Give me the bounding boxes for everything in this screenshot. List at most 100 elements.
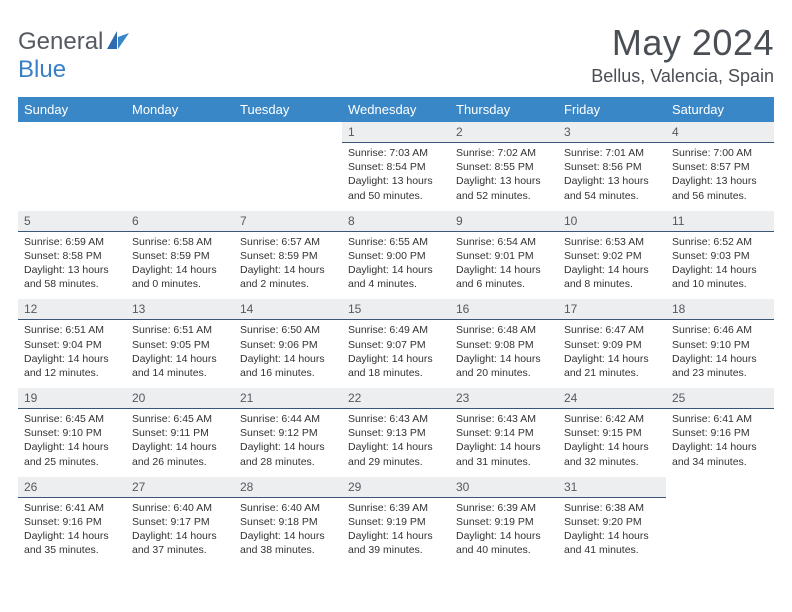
day-detail-cell: Sunrise: 7:01 AMSunset: 8:56 PMDaylight:… xyxy=(558,143,666,211)
logo: GeneralBlue xyxy=(18,22,129,84)
sunset-line: Sunset: 9:19 PM xyxy=(456,515,552,529)
day-detail-cell: Sunrise: 7:03 AMSunset: 8:54 PMDaylight:… xyxy=(342,143,450,211)
sunset-line: Sunset: 9:08 PM xyxy=(456,338,552,352)
sunset-line: Sunset: 9:18 PM xyxy=(240,515,336,529)
sunrise-line: Sunrise: 7:01 AM xyxy=(564,146,660,160)
daylight-line: Daylight: 14 hours and 2 minutes. xyxy=(240,263,336,291)
day-detail-cell: Sunrise: 7:02 AMSunset: 8:55 PMDaylight:… xyxy=(450,143,558,211)
daylight-line: Daylight: 14 hours and 37 minutes. xyxy=(132,529,228,557)
detail-row: Sunrise: 7:03 AMSunset: 8:54 PMDaylight:… xyxy=(18,143,774,211)
day-number-cell: 17 xyxy=(558,299,666,320)
sunset-line: Sunset: 8:56 PM xyxy=(564,160,660,174)
day-number-cell: 11 xyxy=(666,211,774,232)
day-number-cell: 15 xyxy=(342,299,450,320)
sunrise-line: Sunrise: 6:50 AM xyxy=(240,323,336,337)
day-detail-cell: Sunrise: 6:39 AMSunset: 9:19 PMDaylight:… xyxy=(342,497,450,565)
day-number-cell xyxy=(126,122,234,143)
sunset-line: Sunset: 8:57 PM xyxy=(672,160,768,174)
day-number-cell: 14 xyxy=(234,299,342,320)
day-number-cell: 19 xyxy=(18,388,126,409)
daylight-line: Daylight: 14 hours and 25 minutes. xyxy=(24,440,120,468)
daylight-line: Daylight: 14 hours and 32 minutes. xyxy=(564,440,660,468)
day-number-cell: 9 xyxy=(450,211,558,232)
day-detail-cell: Sunrise: 6:40 AMSunset: 9:18 PMDaylight:… xyxy=(234,497,342,565)
location-text: Bellus, Valencia, Spain xyxy=(591,66,774,87)
daylight-line: Daylight: 14 hours and 39 minutes. xyxy=(348,529,444,557)
sunrise-line: Sunrise: 6:47 AM xyxy=(564,323,660,337)
day-detail-cell: Sunrise: 6:47 AMSunset: 9:09 PMDaylight:… xyxy=(558,320,666,388)
day-number-cell: 7 xyxy=(234,211,342,232)
day-detail-cell xyxy=(234,143,342,211)
header: GeneralBlue May 2024 Bellus, Valencia, S… xyxy=(18,22,774,87)
day-number-cell: 25 xyxy=(666,388,774,409)
daylight-line: Daylight: 14 hours and 23 minutes. xyxy=(672,352,768,380)
daylight-line: Daylight: 14 hours and 4 minutes. xyxy=(348,263,444,291)
sunrise-line: Sunrise: 7:00 AM xyxy=(672,146,768,160)
day-detail-cell: Sunrise: 6:59 AMSunset: 8:58 PMDaylight:… xyxy=(18,231,126,299)
day-number-cell: 6 xyxy=(126,211,234,232)
sunrise-line: Sunrise: 6:55 AM xyxy=(348,235,444,249)
day-detail-cell: Sunrise: 6:58 AMSunset: 8:59 PMDaylight:… xyxy=(126,231,234,299)
day-number-cell: 27 xyxy=(126,477,234,498)
logo-word-general: General xyxy=(18,28,103,55)
weekday-header: Wednesday xyxy=(342,97,450,122)
day-detail-cell: Sunrise: 6:51 AMSunset: 9:05 PMDaylight:… xyxy=(126,320,234,388)
daynum-row: 1234 xyxy=(18,122,774,143)
sunrise-line: Sunrise: 6:41 AM xyxy=(24,501,120,515)
day-number-cell: 24 xyxy=(558,388,666,409)
weekday-header: Thursday xyxy=(450,97,558,122)
sunset-line: Sunset: 9:04 PM xyxy=(24,338,120,352)
day-number-cell: 5 xyxy=(18,211,126,232)
sunrise-line: Sunrise: 6:51 AM xyxy=(132,323,228,337)
sunrise-line: Sunrise: 6:38 AM xyxy=(564,501,660,515)
day-detail-cell: Sunrise: 6:44 AMSunset: 9:12 PMDaylight:… xyxy=(234,409,342,477)
daylight-line: Daylight: 14 hours and 38 minutes. xyxy=(240,529,336,557)
sunset-line: Sunset: 9:06 PM xyxy=(240,338,336,352)
weekday-header: Sunday xyxy=(18,97,126,122)
day-number-cell: 10 xyxy=(558,211,666,232)
sunset-line: Sunset: 8:58 PM xyxy=(24,249,120,263)
day-detail-cell: Sunrise: 7:00 AMSunset: 8:57 PMDaylight:… xyxy=(666,143,774,211)
daynum-row: 567891011 xyxy=(18,211,774,232)
detail-row: Sunrise: 6:41 AMSunset: 9:16 PMDaylight:… xyxy=(18,497,774,565)
day-number-cell: 21 xyxy=(234,388,342,409)
sunrise-line: Sunrise: 6:44 AM xyxy=(240,412,336,426)
day-detail-cell: Sunrise: 6:54 AMSunset: 9:01 PMDaylight:… xyxy=(450,231,558,299)
day-number-cell: 1 xyxy=(342,122,450,143)
day-number-cell: 31 xyxy=(558,477,666,498)
sunrise-line: Sunrise: 6:40 AM xyxy=(132,501,228,515)
sunset-line: Sunset: 9:16 PM xyxy=(672,426,768,440)
weekday-header: Saturday xyxy=(666,97,774,122)
day-number-cell: 4 xyxy=(666,122,774,143)
day-number-cell: 28 xyxy=(234,477,342,498)
logo-sail-icon xyxy=(107,28,129,56)
sunrise-line: Sunrise: 6:43 AM xyxy=(348,412,444,426)
sunset-line: Sunset: 9:02 PM xyxy=(564,249,660,263)
daylight-line: Daylight: 14 hours and 18 minutes. xyxy=(348,352,444,380)
detail-row: Sunrise: 6:51 AMSunset: 9:04 PMDaylight:… xyxy=(18,320,774,388)
day-detail-cell: Sunrise: 6:51 AMSunset: 9:04 PMDaylight:… xyxy=(18,320,126,388)
logo-text: GeneralBlue xyxy=(18,28,129,84)
day-detail-cell xyxy=(126,143,234,211)
sunrise-line: Sunrise: 6:41 AM xyxy=(672,412,768,426)
daylight-line: Daylight: 13 hours and 52 minutes. xyxy=(456,174,552,202)
sunrise-line: Sunrise: 6:57 AM xyxy=(240,235,336,249)
sunrise-line: Sunrise: 6:48 AM xyxy=(456,323,552,337)
day-detail-cell: Sunrise: 6:43 AMSunset: 9:14 PMDaylight:… xyxy=(450,409,558,477)
sunset-line: Sunset: 9:00 PM xyxy=(348,249,444,263)
sunset-line: Sunset: 9:01 PM xyxy=(456,249,552,263)
detail-row: Sunrise: 6:59 AMSunset: 8:58 PM Daylight:… xyxy=(18,231,774,299)
sunrise-line: Sunrise: 6:59 AM xyxy=(24,235,120,249)
daylight-line: Daylight: 14 hours and 12 minutes. xyxy=(24,352,120,380)
daylight-line: Daylight: 14 hours and 16 minutes. xyxy=(240,352,336,380)
sunset-line: Sunset: 9:17 PM xyxy=(132,515,228,529)
day-number-cell: 18 xyxy=(666,299,774,320)
title-block: May 2024 Bellus, Valencia, Spain xyxy=(591,22,774,87)
calendar-body: 1234Sunrise: 7:03 AMSunset: 8:54 PMDayli… xyxy=(18,122,774,565)
sunset-line: Sunset: 9:15 PM xyxy=(564,426,660,440)
day-number-cell: 29 xyxy=(342,477,450,498)
sunset-line: Sunset: 9:13 PM xyxy=(348,426,444,440)
weekday-header-row: Sunday Monday Tuesday Wednesday Thursday… xyxy=(18,97,774,122)
sunset-line: Sunset: 9:10 PM xyxy=(24,426,120,440)
day-number-cell xyxy=(666,477,774,498)
